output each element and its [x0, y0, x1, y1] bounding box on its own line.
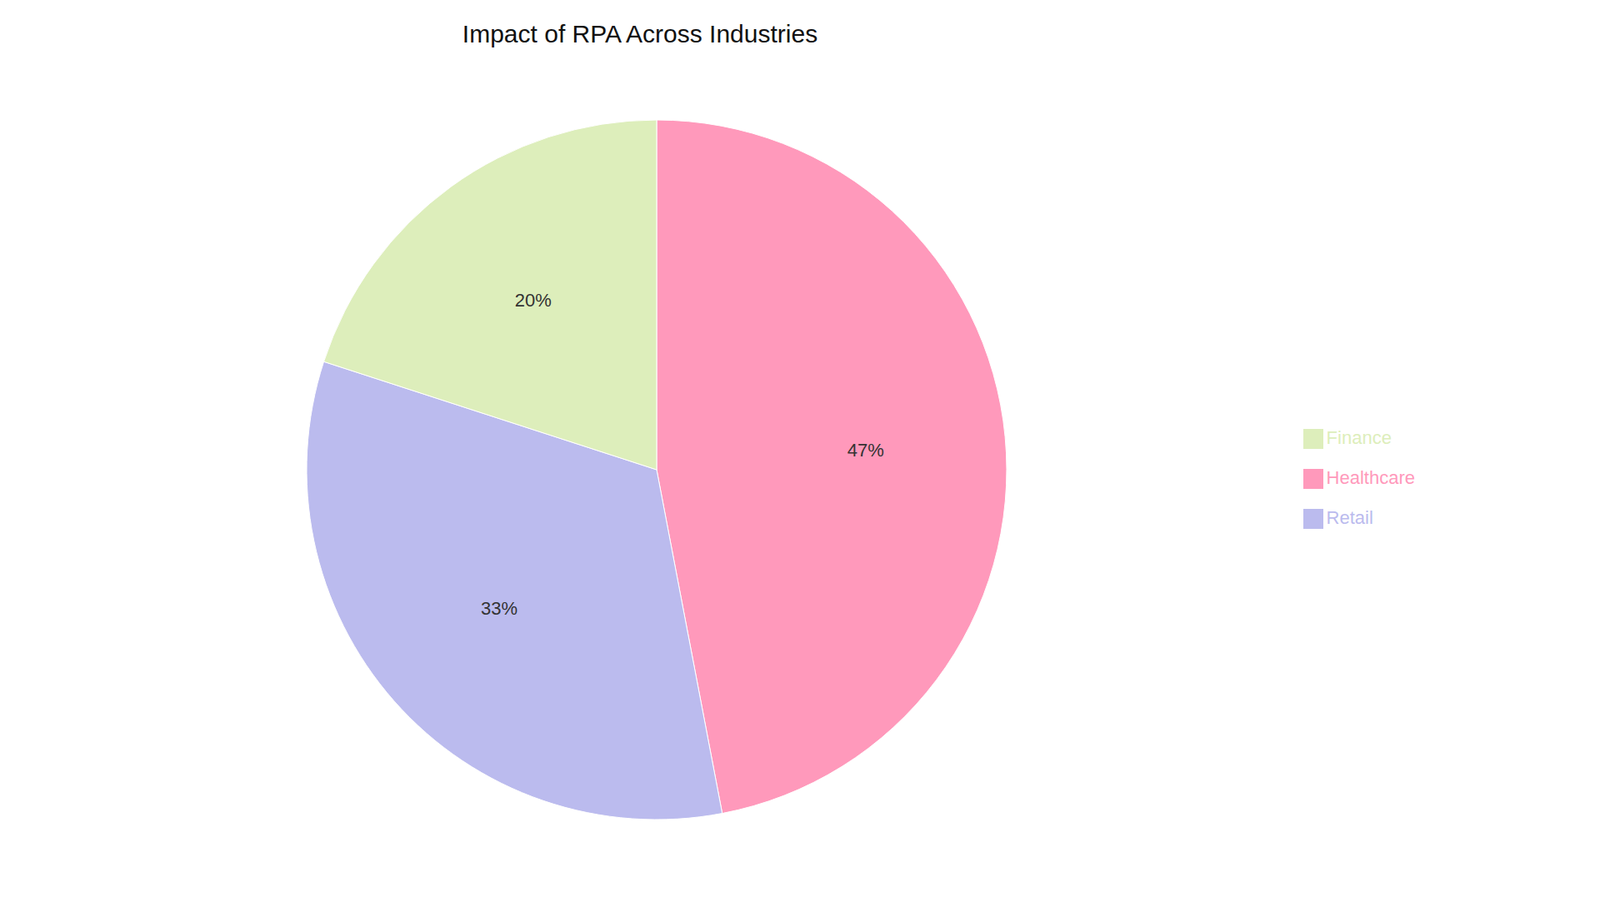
html-text:Finance: Finance	[1326, 427, 1392, 449]
html-text:Impact of RPA Across Industrie: Impact of RPA Across Industries	[462, 20, 818, 48]
svg-text:20%: 20%	[515, 290, 552, 311]
html-text:Retail: Retail	[1326, 507, 1374, 529]
svg-text:47%: 47%	[847, 440, 885, 461]
html-text:Healthcare: Healthcare	[1326, 467, 1415, 489]
svg-text:33%: 33%	[480, 598, 518, 620]
